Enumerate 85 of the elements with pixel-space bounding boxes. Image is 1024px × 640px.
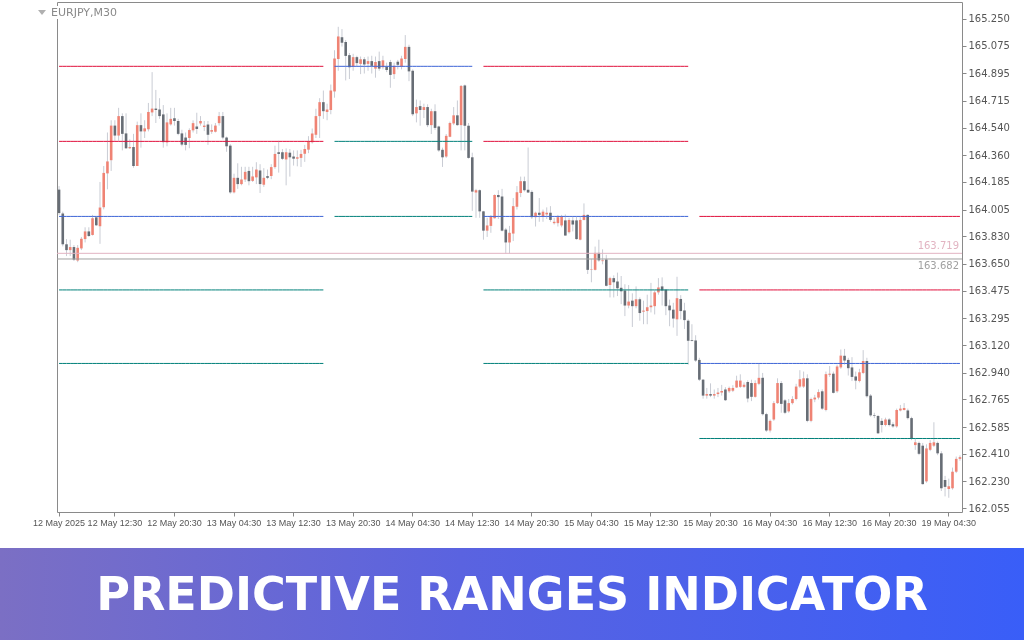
candlestick bbox=[951, 467, 954, 491]
x-tick-label: 15 May 20:30 bbox=[683, 517, 738, 528]
y-tick-label: 165.075 bbox=[968, 40, 1010, 52]
candlestick bbox=[106, 131, 109, 190]
candlestick bbox=[631, 292, 634, 328]
candlestick bbox=[336, 26, 340, 72]
ref-line-label: 163.719 bbox=[917, 240, 959, 252]
candlestick bbox=[236, 162, 240, 190]
x-tick-label: 19 May 04:30 bbox=[921, 517, 977, 528]
candlestick bbox=[322, 90, 325, 120]
y-tick-label: 163.650 bbox=[968, 258, 1010, 270]
x-tick-label: 13 May 20:30 bbox=[325, 517, 381, 528]
candlestick bbox=[240, 166, 243, 186]
x-tick-label: 14 May 12:30 bbox=[445, 517, 500, 528]
candlestick bbox=[441, 147, 444, 168]
candlestick bbox=[91, 214, 94, 237]
candlestick bbox=[564, 213, 567, 237]
y-tick-label: 163.120 bbox=[968, 339, 1010, 351]
x-tick-label: 12 May 2025 bbox=[33, 517, 86, 528]
candlestick bbox=[426, 103, 429, 128]
y-tick-label: 164.185 bbox=[968, 176, 1010, 188]
x-tick-label: 13 May 12:30 bbox=[266, 517, 321, 528]
candlestick bbox=[318, 97, 321, 139]
candlestick bbox=[117, 107, 120, 142]
y-tick-label: 162.765 bbox=[968, 393, 1010, 405]
text: PREDICTIVE RANGES INDICATOR bbox=[0, 548, 1024, 640]
candlestick bbox=[575, 215, 578, 241]
candlestick bbox=[776, 377, 779, 405]
y-tick-label: 163.475 bbox=[968, 285, 1010, 297]
candlestick bbox=[668, 299, 671, 327]
candlestick bbox=[255, 161, 258, 185]
x-tick-label: 14 May 04:30 bbox=[385, 517, 440, 528]
y-tick-label: 162.055 bbox=[968, 502, 1010, 514]
y-tick-label: 163.295 bbox=[968, 312, 1010, 324]
y-tick-label: 163.830 bbox=[968, 230, 1010, 242]
candlestick bbox=[474, 188, 478, 219]
y-tick-label: 162.230 bbox=[968, 475, 1010, 487]
x-tick-label: 12 May 12:30 bbox=[87, 517, 143, 528]
candlestick bbox=[456, 99, 459, 127]
candlestick bbox=[430, 108, 433, 135]
candlestick bbox=[779, 380, 783, 414]
candlestick bbox=[612, 274, 616, 298]
x-tick-label: 16 May 12:30 bbox=[802, 517, 857, 528]
candlestick bbox=[478, 188, 482, 219]
x-tick-label: 12 May 20:30 bbox=[147, 517, 202, 528]
candlestick bbox=[277, 140, 280, 174]
y-tick-label: 162.940 bbox=[968, 367, 1010, 379]
y-tick-label: 164.360 bbox=[968, 149, 1010, 161]
x-tick-label: 13 May 04:30 bbox=[206, 517, 262, 528]
candlestick bbox=[627, 284, 630, 309]
chart-subtitle: EURJPY,M30 bbox=[51, 6, 117, 19]
candlestick bbox=[910, 416, 913, 441]
candlestick bbox=[132, 133, 135, 169]
y-tick-label: 164.715 bbox=[968, 95, 1010, 107]
candlestick bbox=[746, 379, 750, 403]
y-tick-label: 164.540 bbox=[968, 122, 1010, 134]
y-tick-label: 164.005 bbox=[968, 204, 1010, 216]
candlestick bbox=[590, 258, 593, 283]
candlestick bbox=[642, 300, 645, 325]
x-tick-label: 16 May 04:30 bbox=[742, 517, 798, 528]
candlestick bbox=[672, 302, 675, 329]
ref-line-label: 163.682 bbox=[917, 259, 959, 271]
candlestick bbox=[765, 412, 768, 433]
y-tick-label: 164.895 bbox=[968, 67, 1010, 79]
candlestick bbox=[452, 106, 455, 126]
candlestick bbox=[497, 189, 500, 220]
candlestick bbox=[679, 294, 683, 320]
candlestick bbox=[750, 379, 753, 402]
candlestick bbox=[683, 302, 686, 330]
y-tick-label: 162.410 bbox=[968, 448, 1010, 460]
x-tick-label: 14 May 20:30 bbox=[504, 517, 560, 528]
candlestick bbox=[415, 99, 418, 123]
candlestick bbox=[616, 272, 619, 297]
y-tick-label: 162.585 bbox=[968, 421, 1010, 433]
x-tick-label: 15 May 04:30 bbox=[564, 517, 619, 528]
candlestick bbox=[895, 408, 898, 429]
candlestick bbox=[403, 34, 407, 64]
candlestick bbox=[377, 51, 381, 72]
candlestick bbox=[537, 197, 541, 223]
candlestick bbox=[121, 112, 124, 151]
candlestick bbox=[374, 56, 377, 79]
y-tick-label: 165.250 bbox=[968, 13, 1010, 25]
x-tick-label: 16 May 20:30 bbox=[861, 517, 917, 528]
candlestick bbox=[389, 59, 392, 89]
x-tick-label: 15 May 12:30 bbox=[623, 517, 679, 528]
